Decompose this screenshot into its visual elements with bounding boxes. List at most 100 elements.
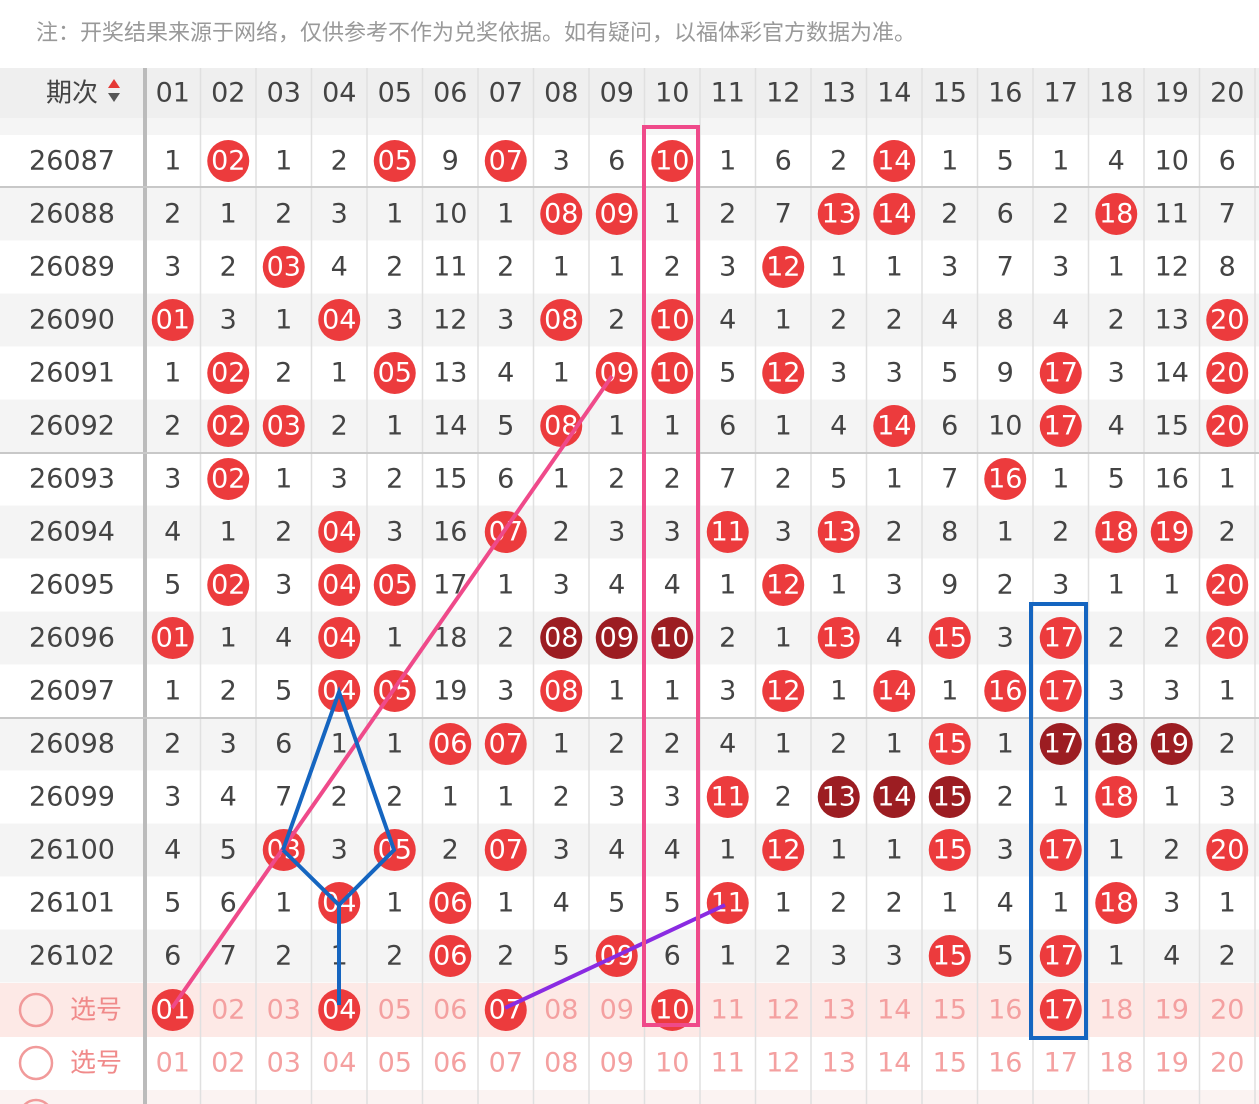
number-ball	[706, 776, 749, 818]
cell-value: 15	[933, 995, 967, 1026]
cell-value: 1	[386, 729, 403, 760]
number-ball	[540, 299, 583, 341]
cell-value: 2	[1163, 835, 1180, 866]
cell-value: 13	[1155, 305, 1189, 336]
number-ball	[1206, 829, 1249, 871]
cell-value: 1	[1108, 835, 1125, 866]
number-ball	[595, 617, 638, 659]
ball-number: 20	[1210, 305, 1244, 336]
cell-value: 2	[164, 729, 181, 760]
cell-value: 2	[497, 623, 514, 654]
ball-number: 14	[877, 676, 911, 707]
cell-value: 6	[608, 146, 625, 177]
cell-value: 05	[378, 995, 412, 1026]
cell-value: 19	[1155, 1048, 1189, 1079]
header-number: 18	[1099, 78, 1133, 109]
cell-value: 6	[941, 411, 958, 442]
cell-value: 4	[275, 623, 292, 654]
number-ball	[484, 989, 527, 1031]
cell-value: 2	[386, 464, 403, 495]
cell-value: 4	[164, 517, 181, 548]
cell-value: 1	[941, 676, 958, 707]
cell-value: 1	[1052, 782, 1069, 813]
ball-number: 04	[322, 623, 356, 654]
cell-value: 5	[997, 941, 1014, 972]
cell-value: 1	[275, 888, 292, 919]
cell-value: 4	[331, 252, 348, 283]
sort-down	[108, 93, 120, 102]
cell-value: 3	[719, 252, 736, 283]
cell-value: 3	[331, 835, 348, 866]
cell-value: 6	[497, 464, 514, 495]
row-stripe	[0, 505, 1259, 559]
cell-value: 7	[941, 464, 958, 495]
cell-value: 2	[664, 729, 681, 760]
ball-number: 15	[933, 835, 967, 866]
ball-number: 14	[877, 199, 911, 230]
number-ball	[151, 989, 194, 1031]
cell-value: 3	[553, 835, 570, 866]
number-ball	[1039, 829, 1082, 871]
header-number: 11	[711, 78, 745, 109]
cell-value: 3	[386, 517, 403, 548]
cell-value: 4	[719, 305, 736, 336]
cells: 期次 01 02 03 04 05 06 07 08 09 10 11 12 13 14 15 16 17 18 19…	[18, 78, 1249, 1104]
period: 26099	[29, 782, 115, 813]
cell-value: 13	[433, 358, 467, 389]
cell-value: 5	[497, 411, 514, 442]
cell-value: 3	[830, 358, 847, 389]
ball-number: 10	[655, 146, 689, 177]
ball-number: 03	[267, 411, 301, 442]
number-ball	[318, 299, 361, 341]
cell-value: 11	[433, 252, 467, 283]
ball-number: 20	[1210, 358, 1244, 389]
cell-value: 3	[331, 199, 348, 230]
cell-value: 3	[664, 782, 681, 813]
number-ball	[928, 617, 971, 659]
cell-value: 4	[1108, 411, 1125, 442]
number-ball	[817, 617, 860, 659]
ball-number: 11	[711, 517, 745, 548]
cell-value: 13	[822, 1048, 856, 1079]
header-number: 13	[822, 78, 856, 109]
cell-value: 9	[997, 358, 1014, 389]
cell-value: 02	[211, 1048, 245, 1079]
cell-value: 1	[719, 941, 736, 972]
cell-value: 1	[331, 729, 348, 760]
cell-value: 2	[1163, 623, 1180, 654]
cell-value: 1	[331, 358, 348, 389]
cell-value: 5	[553, 941, 570, 972]
cell-value: 2	[331, 411, 348, 442]
period: 26092	[29, 411, 115, 442]
ball-number: 18	[1099, 888, 1133, 919]
cell-value: 2	[220, 676, 237, 707]
cell-value: 09	[600, 995, 634, 1026]
cell-value: 08	[544, 995, 578, 1026]
ball-number: 01	[156, 623, 190, 654]
number-ball	[1150, 723, 1193, 765]
cell-value: 9	[442, 146, 459, 177]
ball-number: 17	[1044, 358, 1078, 389]
cell-value: 2	[608, 305, 625, 336]
number-ball	[484, 723, 527, 765]
ball-number: 16	[988, 676, 1022, 707]
ball-number: 12	[766, 570, 800, 601]
number-ball	[1206, 564, 1249, 606]
number-ball	[1039, 670, 1082, 712]
number-ball	[1039, 405, 1082, 447]
cell-value: 14	[433, 411, 467, 442]
number-ball	[207, 458, 250, 500]
cell-value: 3	[553, 570, 570, 601]
cell-value: 9	[941, 570, 958, 601]
cell-value: 6	[719, 411, 736, 442]
number-ball	[373, 564, 416, 606]
number-ball	[1206, 352, 1249, 394]
partial-row	[0, 118, 1259, 135]
number-ball	[706, 882, 749, 924]
cell-value: 3	[220, 729, 237, 760]
header-number: 12	[766, 78, 800, 109]
number-ball	[262, 405, 305, 447]
number-ball	[318, 989, 361, 1031]
cell-value: 1	[886, 464, 903, 495]
cell-value: 1	[1052, 888, 1069, 919]
